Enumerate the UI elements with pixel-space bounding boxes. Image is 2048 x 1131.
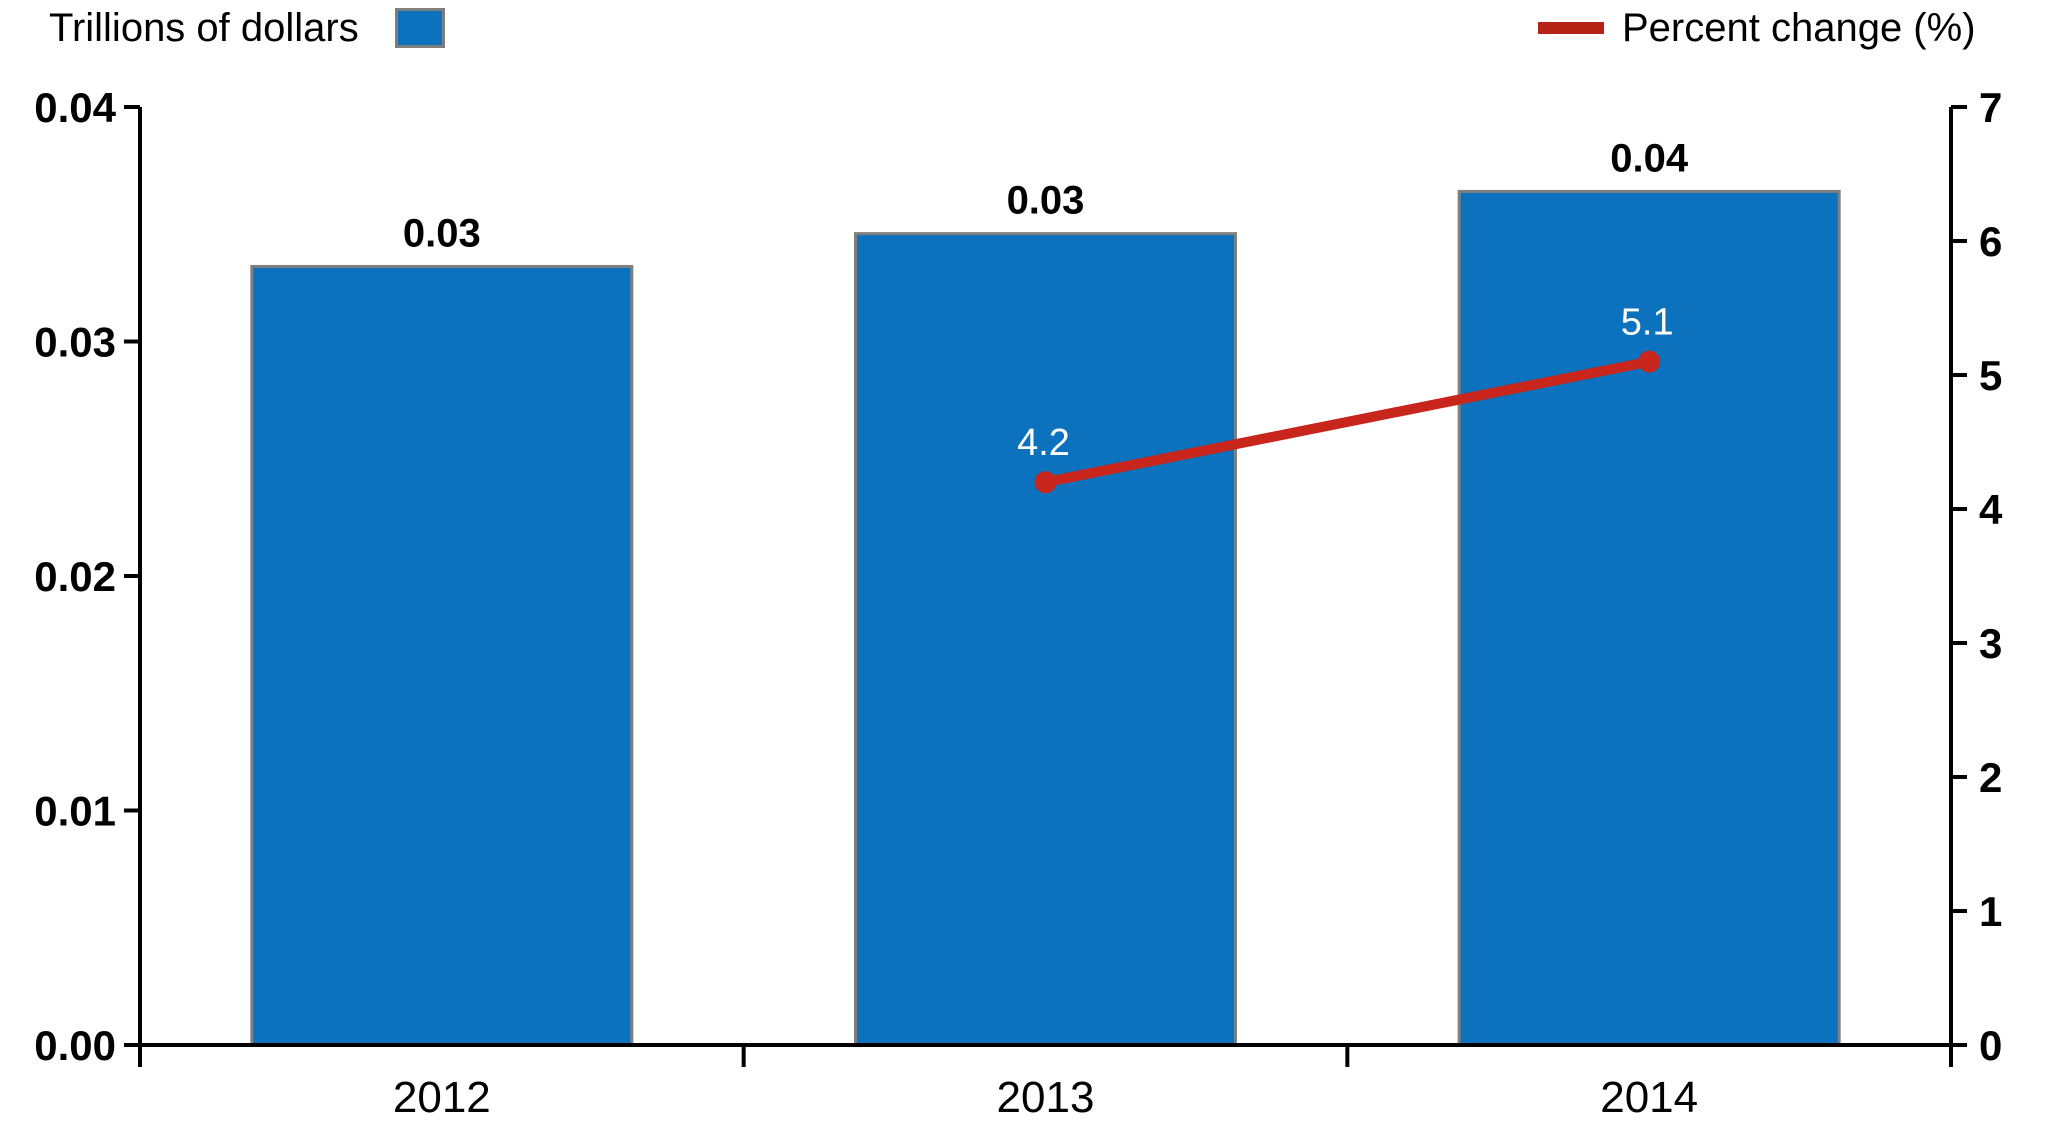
line-value-label-2013: 4.2 xyxy=(1017,422,1070,464)
left-axis-tick-label: 0.04 xyxy=(34,84,116,131)
bar-2012 xyxy=(250,264,634,1047)
bar-2013 xyxy=(854,232,1237,1047)
left-axis-tick-label: 0.03 xyxy=(34,319,116,366)
right-axis-tick-label: 6 xyxy=(1979,218,2002,265)
left-axis-tick-label: 0.01 xyxy=(34,788,116,835)
bar-value-label-2013: 0.03 xyxy=(1007,179,1085,223)
legend-label-percent-change: Percent change (%) xyxy=(1622,6,1976,50)
bar-value-label-2012: 0.03 xyxy=(403,211,481,255)
left-axis-tick-label: 0.02 xyxy=(34,553,116,600)
right-axis-tick-label: 7 xyxy=(1979,84,2002,131)
legend-item-trillions: Trillions of dollars xyxy=(49,6,445,50)
right-axis-tick-label: 3 xyxy=(1979,620,2002,667)
x-axis-category-label: 2012 xyxy=(393,1073,491,1122)
right-axis-tick-label: 4 xyxy=(1979,486,2003,533)
line-swatch-icon xyxy=(1538,22,1604,34)
bar-value-label-2014: 0.04 xyxy=(1610,136,1689,180)
bar-swatch-icon xyxy=(394,8,445,48)
legend-item-percent-change: Percent change (%) xyxy=(1538,6,1976,50)
right-axis-tick-label: 5 xyxy=(1979,352,2002,399)
percent-change-line xyxy=(1040,356,1655,488)
x-axis-category-label: 2014 xyxy=(1600,1073,1698,1122)
x-axis-category-label: 2013 xyxy=(997,1073,1095,1122)
line-marker-2014 xyxy=(1638,350,1661,373)
line-marker-2013 xyxy=(1034,471,1057,494)
left-axis-tick-label: 0.00 xyxy=(34,1022,116,1069)
right-axis-tick-label: 2 xyxy=(1979,754,2002,801)
legend-label-trillions: Trillions of dollars xyxy=(49,6,359,50)
bar-2014 xyxy=(1457,189,1841,1047)
line-value-label-2014: 5.1 xyxy=(1621,302,1674,344)
right-axis-tick-label: 0 xyxy=(1979,1022,2002,1069)
right-axis-tick-label: 1 xyxy=(1979,888,2002,935)
